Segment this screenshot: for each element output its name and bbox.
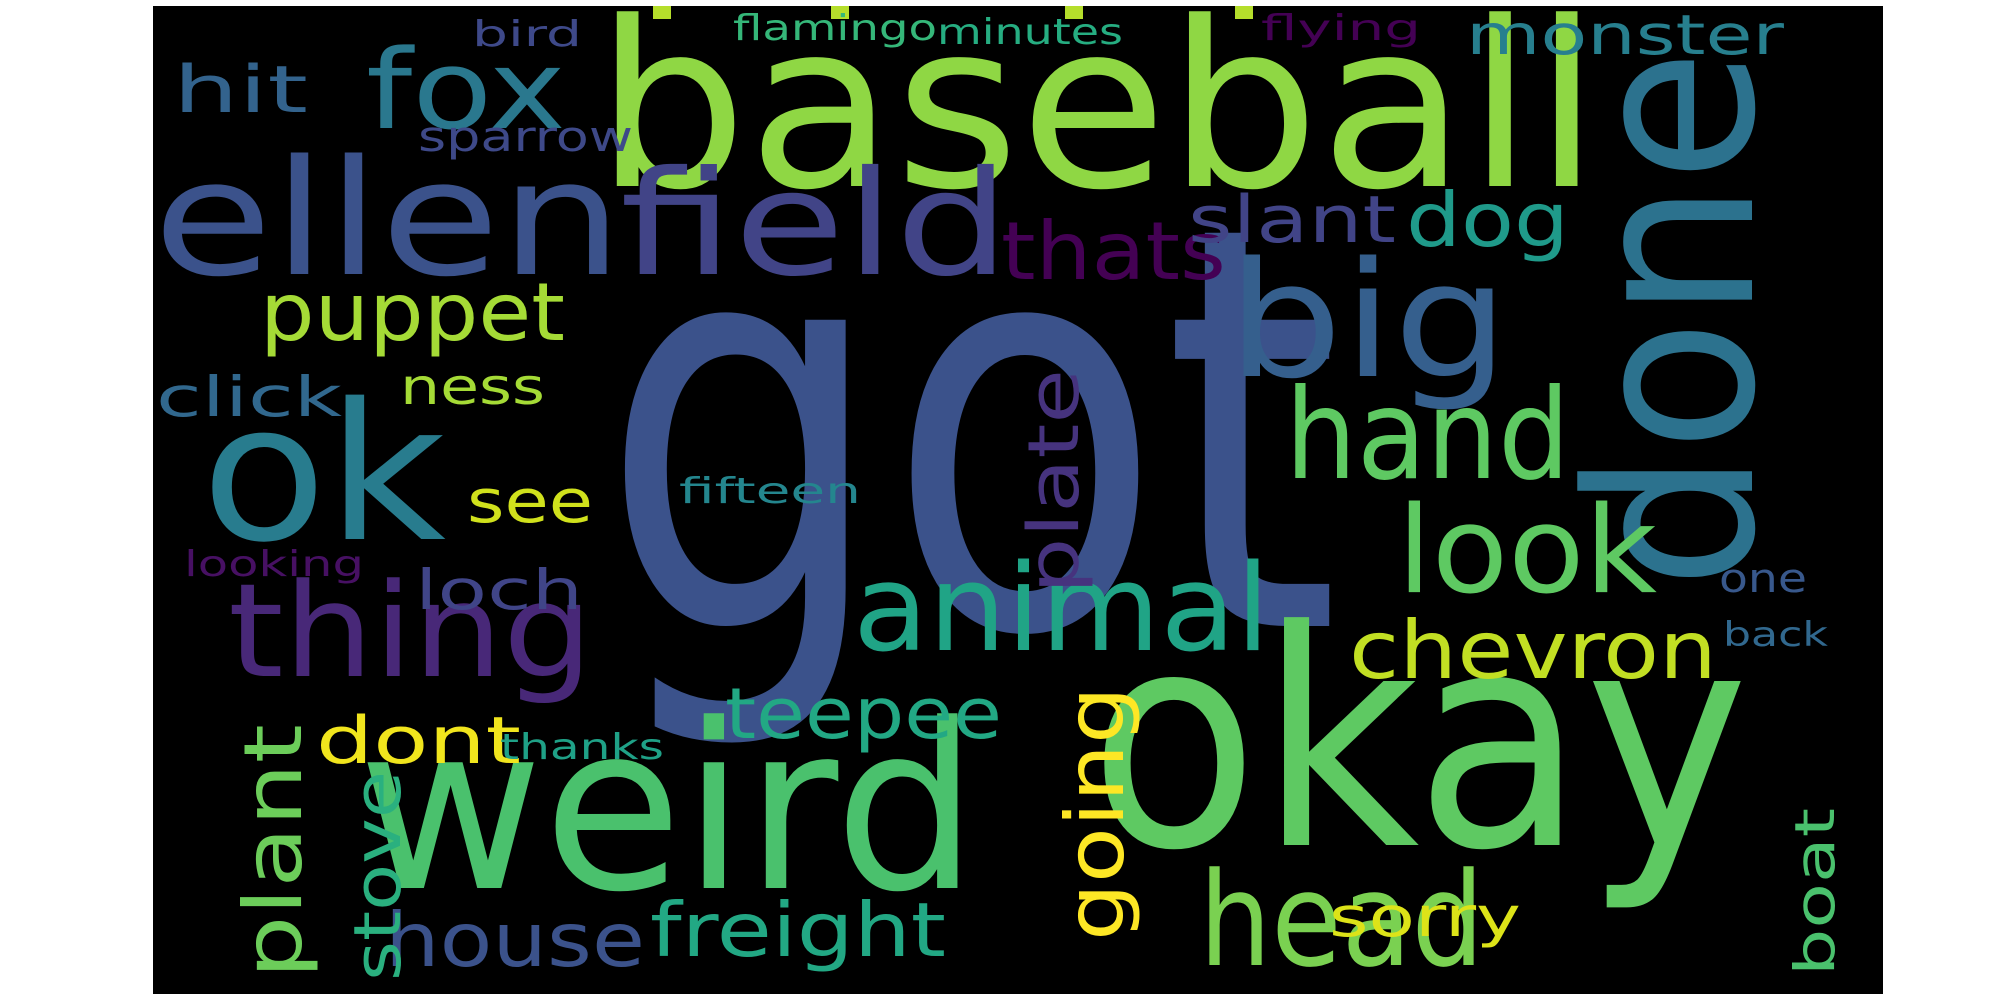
word-weird: weird	[358, 676, 978, 943]
word-plant: plant	[227, 724, 320, 979]
word-boat: boat	[1783, 808, 1847, 976]
word-one: one	[1719, 556, 1807, 602]
word-loch: loch	[415, 558, 583, 622]
word-thanks: thanks	[500, 727, 664, 768]
word-field: field	[620, 140, 1010, 309]
word-hit: hit	[173, 53, 308, 128]
word-teepee: teepee	[725, 673, 1002, 755]
word-head: head	[1199, 844, 1484, 994]
word-cloud-canvas: got baseball okay weird done ellen ok fi…	[153, 6, 1883, 994]
word-baseball: baseball	[595, 6, 1600, 241]
word-cloud: got baseball okay weird done ellen ok fi…	[153, 6, 1883, 994]
word-look: look	[1397, 482, 1658, 621]
word-okay: okay	[1089, 567, 1749, 916]
word-puppet: puppet	[260, 266, 565, 359]
word-freight: freight	[650, 886, 946, 974]
word-flying: flying	[1261, 8, 1421, 49]
word-sorry: sorry	[1329, 885, 1521, 949]
word-slant: slant	[1188, 183, 1396, 258]
word-bird: bird	[472, 14, 582, 55]
word-done: done	[1540, 49, 1807, 589]
word-looking: looking	[184, 544, 364, 585]
word-going: going	[1049, 686, 1142, 941]
word-chevron: chevron	[1349, 604, 1717, 697]
word-flamingo: flamingo	[733, 8, 937, 49]
word-animal: animal	[853, 540, 1270, 679]
word-big: big	[1227, 227, 1509, 414]
word-hand: hand	[1285, 363, 1570, 508]
word-ellen: ellen	[153, 125, 623, 312]
word-fox: fox	[366, 26, 566, 154]
word-back: back	[1723, 615, 1828, 655]
word-see: see	[467, 467, 593, 537]
word-thats: thats	[1001, 205, 1226, 298]
word-got: got	[600, 107, 1340, 759]
clipped-top-glyphs	[653, 6, 1253, 19]
word-cloud-background	[153, 6, 1883, 994]
word-monster: monster	[1466, 6, 1785, 67]
word-plate: plate	[1013, 369, 1095, 594]
word-minutes: minutes	[937, 12, 1123, 53]
word-dont: dont	[316, 704, 521, 779]
word-click: click	[156, 365, 342, 429]
word-thing: thing	[228, 555, 593, 707]
word-ok: ok	[201, 363, 446, 584]
word-sparrow: sparrow	[418, 112, 633, 161]
word-dog: dog	[1406, 176, 1569, 264]
word-house: house	[385, 896, 645, 984]
word-ness: ness	[400, 358, 545, 416]
word-fifteen: fifteen	[679, 471, 861, 512]
word-stove: stove	[341, 771, 416, 981]
